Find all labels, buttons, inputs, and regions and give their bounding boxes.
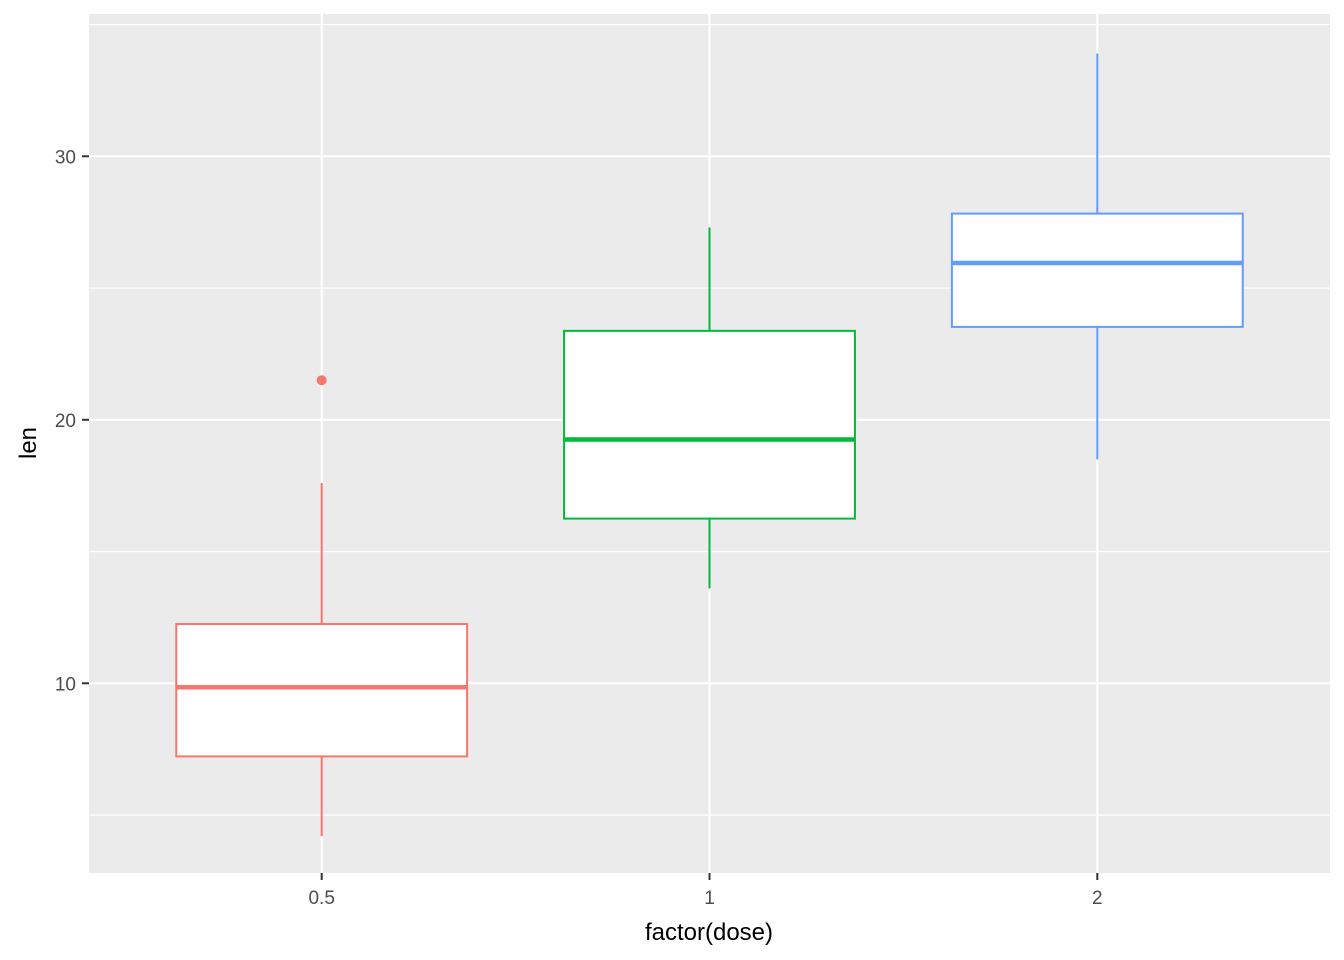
- box-1: [563, 227, 856, 589]
- y-tick-label: 30: [55, 147, 76, 168]
- y-axis-title: len: [15, 427, 42, 459]
- x-tick-label: 1: [704, 888, 715, 909]
- box-body: [563, 329, 856, 520]
- box-0.5: [175, 375, 469, 837]
- x-tick-label: 2: [1092, 888, 1103, 909]
- x-axis-title: factor(dose): [645, 919, 773, 946]
- outlier-point: [316, 375, 327, 386]
- x-axis: 0.5 1 2: [308, 873, 1103, 909]
- box-body: [175, 622, 469, 758]
- box-series: [175, 53, 1244, 837]
- y-tick-label: 20: [55, 411, 76, 432]
- box-body: [950, 212, 1244, 328]
- x-tick-label: 0.5: [308, 888, 334, 909]
- y-axis: 10 20 30: [55, 147, 89, 695]
- box-2: [950, 53, 1244, 460]
- y-tick-label: 10: [55, 674, 76, 695]
